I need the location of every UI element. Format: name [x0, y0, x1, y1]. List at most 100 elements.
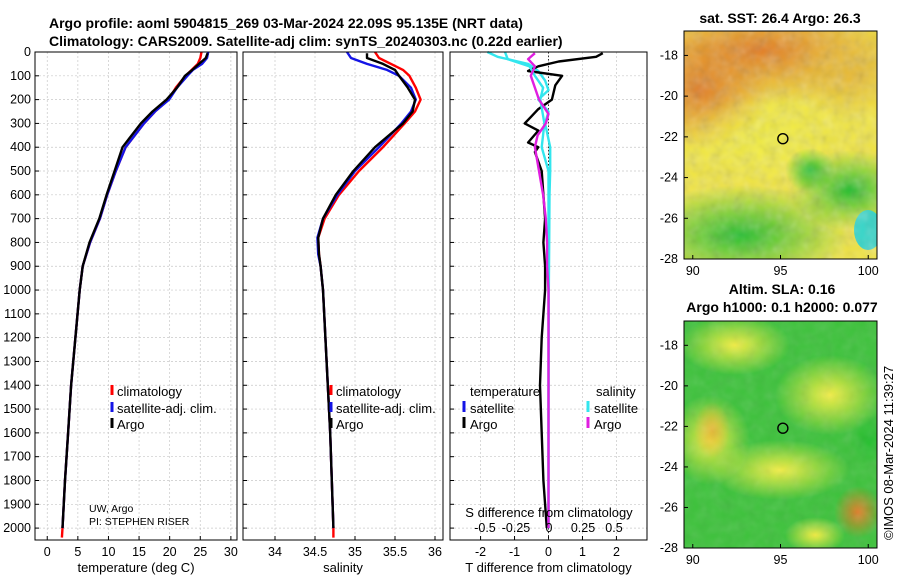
- map-y-tick-label: -24: [660, 460, 678, 474]
- depth-tick-label: 1200: [3, 331, 31, 345]
- chart-title-line1: Argo profile: aoml 5904815_269 03-Mar-20…: [49, 15, 523, 31]
- map-y-tick-label: -18: [660, 338, 678, 352]
- credit-line-1: UW, Argo: [89, 503, 134, 515]
- depth-tick-label: 0: [24, 45, 31, 59]
- depth-tick-label: 800: [10, 235, 31, 249]
- depth-tick-label: 600: [10, 188, 31, 202]
- depth-tick-label: 700: [10, 212, 31, 226]
- legend-label: satellite: [470, 401, 514, 416]
- map-y-tick-label: -18: [660, 48, 678, 62]
- secondary-tick-label: 0.5: [605, 521, 622, 535]
- sla-texture: [684, 321, 877, 548]
- legend-label: Argo: [336, 417, 363, 432]
- depth-tick-label: 2000: [3, 521, 31, 535]
- map-y-tick-label: -22: [660, 419, 678, 433]
- legend-label: satellite-adj. clim.: [117, 401, 217, 416]
- map-x-tick-label: 90: [686, 264, 700, 278]
- temperature-panel: 0100200300400500600700800900100011001200…: [3, 45, 238, 575]
- x-tick-label: 30: [224, 545, 238, 559]
- series-line-argo: [317, 53, 417, 529]
- depth-tick-label: 300: [10, 116, 31, 130]
- depth-tick-label: 1000: [3, 283, 31, 297]
- x-tick-label: 25: [193, 545, 207, 559]
- depth-tick-label: 200: [10, 93, 31, 107]
- plot-frame: [242, 51, 444, 541]
- legend-label: climatology: [336, 384, 402, 399]
- secondary-axis-label: S difference from climatology: [465, 505, 633, 520]
- x-tick-label: -2: [475, 545, 486, 559]
- map-y-tick-label: -26: [660, 500, 678, 514]
- legend-title: temperature: [470, 384, 540, 399]
- x-tick-label: 34.5: [303, 545, 327, 559]
- depth-tick-label: 900: [10, 259, 31, 273]
- x-axis-label: salinity: [323, 560, 363, 575]
- legend-label: satellite: [594, 401, 638, 416]
- legend-label: Argo: [117, 417, 144, 432]
- series-line-climatology: [317, 51, 422, 538]
- salinity-panel: 34 34.5 35 35.5 36 salinity climatology satelli…: [242, 51, 444, 575]
- x-tick-label: 35.5: [383, 545, 407, 559]
- depth-tick-label: 500: [10, 164, 31, 178]
- x-tick-label: 0: [44, 545, 51, 559]
- depth-tick-label: 1100: [4, 307, 31, 321]
- depth-tick-label: 100: [10, 69, 31, 83]
- x-tick-label: 1: [579, 545, 586, 559]
- secondary-tick-label: 0: [546, 521, 553, 535]
- depth-tick-label: 1400: [3, 378, 31, 392]
- x-tick-label: 5: [74, 545, 81, 559]
- series-line-salinity-argo: [526, 52, 550, 529]
- plot-frame: [34, 51, 238, 541]
- sla-map-title-1: Altim. SLA: 0.16: [729, 281, 836, 297]
- depth-tick-label: 400: [10, 140, 31, 154]
- map-x-tick-label: 95: [774, 264, 788, 278]
- secondary-tick-label: -0.25: [502, 521, 531, 535]
- sst-map-title: sat. SST: 26.4 Argo: 26.3: [699, 10, 861, 26]
- map-y-tick-label: -24: [660, 171, 678, 185]
- depth-tick-label: 1300: [3, 354, 31, 368]
- x-tick-label: 35: [348, 545, 362, 559]
- x-tick-label: 15: [132, 545, 146, 559]
- x-tick-label: 0: [545, 545, 552, 559]
- map-y-tick-label: -28: [660, 252, 678, 266]
- sla-map-title-2: Argo h1000: 0.1 h2000: 0.077: [686, 299, 878, 315]
- x-tick-label: 20: [163, 545, 177, 559]
- legend-label: Argo: [470, 417, 497, 432]
- sst-texture: [684, 31, 877, 259]
- map-y-tick-label: -26: [660, 211, 678, 225]
- argo-location-marker: [777, 422, 789, 434]
- secondary-tick-label: 0.25: [571, 521, 595, 535]
- chart-title-line2: Climatology: CARS2009. Satellite-adj cli…: [49, 33, 563, 49]
- map-x-tick-label: 95: [774, 553, 788, 567]
- map-x-tick-label: 100: [858, 553, 879, 567]
- depth-tick-label: 1600: [3, 426, 31, 440]
- x-tick-label: 2: [613, 545, 620, 559]
- series-line-climatology: [60, 51, 203, 538]
- argo-location-marker: [777, 132, 789, 145]
- x-tick-label: 10: [102, 545, 116, 559]
- plot-frame: [449, 51, 648, 541]
- map-y-tick-label: -22: [660, 130, 678, 144]
- legend-label: climatology: [117, 384, 183, 399]
- x-axis-label: temperature (deg C): [77, 560, 194, 575]
- depth-tick-label: 1800: [3, 473, 31, 487]
- map-x-tick-label: 100: [858, 264, 879, 278]
- credit-line-2: PI: STEPHEN RISER: [89, 516, 190, 528]
- legend-label: satellite-adj. clim.: [336, 401, 436, 416]
- legend-title: salinity: [596, 384, 636, 399]
- timestamp-label: ©IMOS 08-Mar-2024 11:39:27: [881, 366, 896, 540]
- depth-tick-label: 1700: [3, 450, 31, 464]
- series-line-argo: [61, 52, 209, 529]
- sst-map-panel: sat. SST: 26.4 Argo: 26.3 90 95 100 -18 -20 -…: [660, 10, 879, 278]
- depth-tick-label: 1500: [3, 402, 31, 416]
- map-y-tick-label: -20: [660, 379, 678, 393]
- depth-tick-label: 1900: [3, 497, 31, 511]
- secondary-tick-label: -0.5: [474, 521, 496, 535]
- x-axis-label: T difference from climatology: [465, 560, 632, 575]
- sla-map-panel: Altim. SLA: 0.16 Argo h1000: 0.1 h2000: …: [660, 281, 879, 567]
- difference-panel: -2 -1 0 1 2T difference from climatology temp…: [449, 50, 648, 575]
- x-tick-label: 36: [428, 545, 442, 559]
- map-x-tick-label: 90: [686, 553, 700, 567]
- map-y-tick-label: -28: [660, 541, 678, 555]
- legend-label: Argo: [594, 417, 621, 432]
